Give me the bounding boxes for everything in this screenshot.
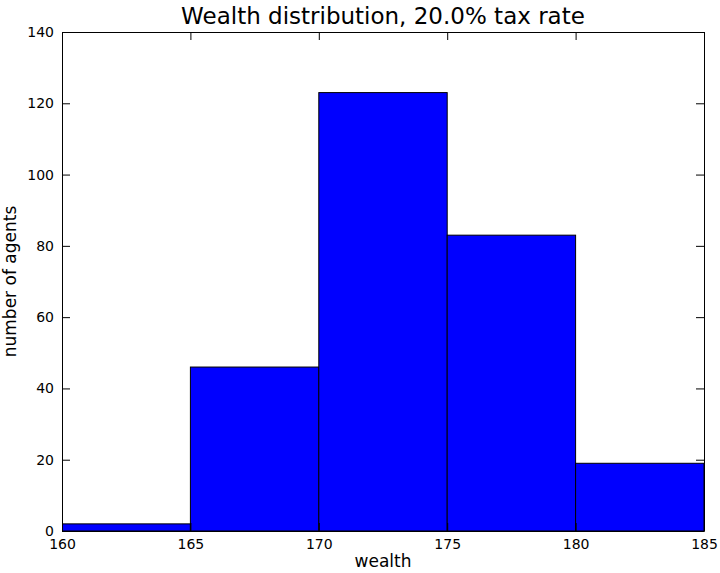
chart: 160165170175180185020406080100120140Weal…: [0, 0, 720, 573]
tick-label: 60: [36, 309, 54, 325]
x-axis: 160165170175180185: [49, 523, 718, 552]
tick: 60: [36, 309, 70, 325]
tick: [696, 103, 704, 104]
tick-mark: [576, 523, 577, 531]
tick-label: 175: [434, 536, 461, 552]
tick: [576, 32, 577, 40]
tick: [696, 317, 704, 318]
tick-mark: [319, 523, 320, 531]
tick: [696, 460, 704, 461]
axis-line: [704, 33, 705, 532]
axis-line: [62, 33, 63, 532]
tick-mark: [696, 460, 704, 461]
tick: [696, 388, 704, 389]
tick-label: 140: [27, 24, 54, 40]
tick: 20: [36, 452, 70, 468]
tick: 80: [36, 238, 70, 254]
plot-area: 160165170175180185020406080100120140: [27, 24, 718, 552]
tick-mark: [319, 32, 320, 40]
tick: 180: [563, 523, 590, 552]
tick-mark: [62, 531, 70, 532]
tick: 175: [434, 523, 461, 552]
tick-mark: [62, 32, 70, 33]
tick: 170: [306, 523, 333, 552]
x-axis-title: wealth: [355, 551, 412, 571]
tick-mark: [696, 317, 704, 318]
tick-mark: [696, 175, 704, 176]
y-axis-title: number of agents: [0, 206, 20, 358]
tick: 0: [45, 523, 70, 539]
tick: [447, 32, 448, 40]
tick-mark: [190, 523, 191, 531]
tick-mark: [62, 460, 70, 461]
tick-mark: [62, 317, 70, 318]
tick-mark: [447, 32, 448, 40]
tick-label: 20: [36, 452, 54, 468]
y-axis-right: [696, 33, 705, 532]
tick-label: 100: [27, 167, 54, 183]
tick-mark: [696, 388, 704, 389]
tick-mark: [447, 523, 448, 531]
bar: [447, 235, 575, 531]
tick: 120: [27, 95, 70, 111]
tick-label: 0: [45, 523, 54, 539]
tick: 100: [27, 167, 70, 183]
tick: 40: [36, 380, 70, 396]
tick-label: 165: [178, 536, 205, 552]
y-axis: 0 20 40 60 80 100 120 140: [27, 24, 70, 539]
tick: [190, 32, 191, 40]
bar: [319, 93, 447, 531]
tick-mark: [190, 32, 191, 40]
tick: [696, 246, 704, 247]
tick-mark: [696, 246, 704, 247]
title: Wealth distribution, 20.0% tax rate: [181, 3, 585, 29]
bar: [62, 524, 190, 531]
tick-mark: [62, 388, 70, 389]
tick-mark: [576, 32, 577, 40]
tick: 165: [178, 523, 205, 552]
bar: [576, 463, 704, 531]
tick-mark: [62, 246, 70, 247]
tick-label: 180: [563, 536, 590, 552]
tick-label: 170: [306, 536, 333, 552]
bar: [190, 367, 318, 531]
tick-label: 120: [27, 95, 54, 111]
tick-mark: [696, 103, 704, 104]
tick: [319, 32, 320, 40]
bars: [62, 93, 704, 531]
x-axis-top: [63, 32, 705, 40]
tick-label: 40: [36, 380, 54, 396]
axis-line: [63, 32, 705, 33]
tick: 140: [27, 24, 70, 40]
tick-mark: [696, 32, 704, 33]
tick: [696, 531, 704, 532]
tick-mark: [62, 175, 70, 176]
tick-label: 80: [36, 238, 54, 254]
tick-mark: [696, 531, 704, 532]
tick-mark: [62, 103, 70, 104]
tick-label: 185: [691, 536, 718, 552]
tick: [696, 32, 704, 33]
axis-line: [63, 531, 705, 532]
tick: [696, 175, 704, 176]
